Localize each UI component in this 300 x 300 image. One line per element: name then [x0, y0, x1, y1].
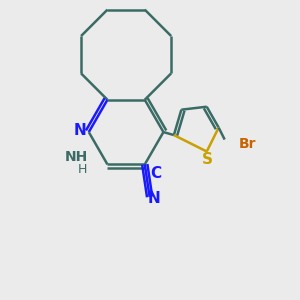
Text: NH: NH [64, 150, 88, 164]
Text: Br: Br [239, 137, 256, 151]
Text: C: C [150, 166, 161, 181]
Text: N: N [148, 191, 161, 206]
Text: S: S [202, 152, 213, 167]
Text: H: H [77, 163, 87, 176]
Text: N: N [74, 123, 87, 138]
